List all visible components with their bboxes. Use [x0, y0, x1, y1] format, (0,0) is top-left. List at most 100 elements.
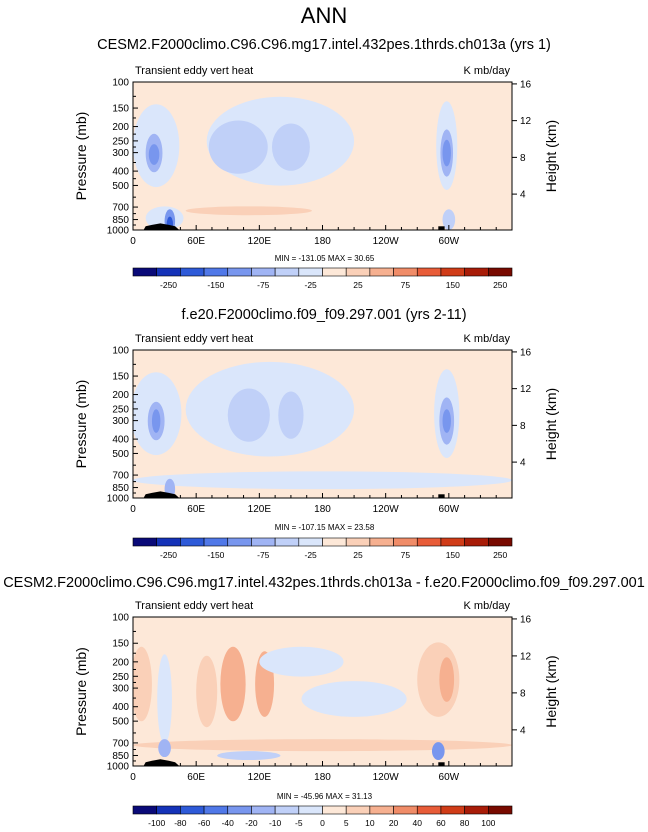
stats-label: MIN = -107.15 MAX = 23.58 — [275, 523, 375, 532]
colorbar-swatch — [393, 805, 418, 815]
y-tick-label: 300 — [112, 148, 129, 159]
contour-region — [157, 654, 172, 744]
units-label: K mb/day — [464, 65, 511, 77]
y-tick-label: 500 — [112, 181, 129, 192]
y2-axis-title: Height (km) — [543, 655, 559, 727]
colorbar-label: -100 — [148, 818, 165, 828]
x-tick-label: 60W — [439, 772, 460, 783]
topography-africa — [143, 491, 180, 498]
colorbar-swatch — [464, 537, 489, 547]
y-tick-label: 400 — [112, 702, 129, 713]
colorbar-swatch — [440, 537, 465, 547]
colorbar-swatch — [203, 267, 229, 277]
contour-region — [217, 751, 281, 761]
y-tick-label: 100 — [112, 346, 129, 357]
plot-field-1 — [133, 82, 512, 230]
colorbar-label: 10 — [365, 818, 375, 828]
y2-tick-label: 4 — [520, 725, 526, 736]
y-tick-label: 400 — [112, 167, 129, 178]
colorbar-label: -80 — [174, 818, 187, 828]
colorbar-swatch — [488, 805, 513, 815]
colorbar-label: 80 — [460, 818, 470, 828]
contour-region — [208, 120, 268, 174]
colorbar-label: -60 — [198, 818, 211, 828]
y2-tick-label: 16 — [520, 79, 532, 90]
contour-region — [442, 209, 456, 230]
colorbar-label: 75 — [401, 280, 411, 290]
x-tick-label: 180 — [314, 504, 331, 515]
y-tick-label: 1000 — [107, 494, 130, 505]
x-tick-label: 120W — [373, 772, 400, 783]
stats-label: MIN = -131.05 MAX = 30.65 — [275, 254, 375, 263]
colorbar-label: -40 — [222, 818, 235, 828]
colorbar-swatch — [440, 267, 465, 277]
colorbar-swatch — [274, 805, 300, 815]
colorbar-swatch — [369, 267, 394, 277]
y2-tick-label: 8 — [520, 153, 526, 164]
y2-tick-label: 8 — [520, 421, 526, 432]
colorbar-swatch — [488, 267, 513, 277]
y-tick-label: 400 — [112, 435, 129, 446]
colorbar-swatch — [369, 805, 394, 815]
colorbar-swatch — [227, 537, 252, 547]
y-tick-label: 850 — [112, 215, 129, 226]
colorbar-swatch — [251, 805, 276, 815]
colorbar-label: -75 — [257, 550, 270, 560]
colorbar-swatch — [369, 537, 394, 547]
colorbar-label: -250 — [160, 550, 177, 560]
colorbar-swatch — [416, 537, 442, 547]
colorbar-label: 0 — [320, 818, 325, 828]
x-tick-label: 120W — [373, 504, 400, 515]
x-tick-label: 60E — [187, 772, 205, 783]
x-tick-label: 0 — [130, 504, 136, 515]
colorbar-label: -150 — [207, 280, 224, 290]
colorbar-swatch — [393, 267, 418, 277]
contour-region — [442, 139, 451, 167]
x-tick-label: 60W — [439, 504, 460, 515]
y2-tick-label: 12 — [520, 651, 532, 662]
colorbar-label: -10 — [269, 818, 282, 828]
contour-region — [185, 361, 355, 457]
colorbar-label: 20 — [389, 818, 399, 828]
y-axis-title: Pressure (mb) — [73, 380, 89, 469]
colorbar-swatch — [251, 267, 276, 277]
colorbar-swatch — [132, 537, 157, 547]
colorbar-swatch — [393, 537, 418, 547]
y-tick-label: 250 — [112, 404, 129, 415]
x-tick-label: 60W — [439, 236, 460, 247]
colorbar-label: 150 — [446, 550, 460, 560]
colorbar-swatch — [227, 267, 252, 277]
x-tick-label: 120E — [248, 236, 272, 247]
contour-region — [259, 646, 344, 677]
colorbar-swatch — [251, 537, 276, 547]
y-axis-title: Pressure (mb) — [73, 647, 89, 736]
y-tick-label: 1000 — [107, 226, 130, 237]
y2-axis-title: Height (km) — [543, 120, 559, 192]
y-tick-label: 700 — [112, 738, 129, 749]
contour-region — [271, 123, 310, 171]
colorbar-swatch — [322, 805, 347, 815]
y-tick-label: 850 — [112, 483, 129, 494]
colorbar-swatch — [322, 267, 347, 277]
colorbar-swatch — [180, 267, 205, 277]
colorbar-swatch — [203, 805, 229, 815]
y-tick-label: 150 — [112, 639, 129, 650]
colorbar-swatch — [203, 537, 229, 547]
panel-2: Transient eddy vert heat K mb/day 100 150 20… — [73, 333, 559, 560]
x-tick-label: 120W — [373, 236, 400, 247]
y2-tick-label: 12 — [520, 116, 532, 127]
colorbar-swatch — [488, 537, 513, 547]
y-tick-label: 200 — [112, 657, 129, 668]
y2-tick-label: 8 — [520, 688, 526, 699]
colorbar-label: 100 — [481, 818, 495, 828]
y2-tick-label: 16 — [520, 614, 532, 625]
colorbar-label: -250 — [160, 280, 177, 290]
colorbar-label: 40 — [413, 818, 423, 828]
colorbar-label: -20 — [245, 818, 258, 828]
plot-field-3 — [133, 617, 512, 766]
contour-region — [431, 742, 445, 761]
colorbar-swatch — [298, 537, 323, 547]
colorbar-label: 75 — [401, 550, 411, 560]
y-tick-label: 100 — [112, 613, 129, 624]
y-tick-label: 200 — [112, 390, 129, 401]
